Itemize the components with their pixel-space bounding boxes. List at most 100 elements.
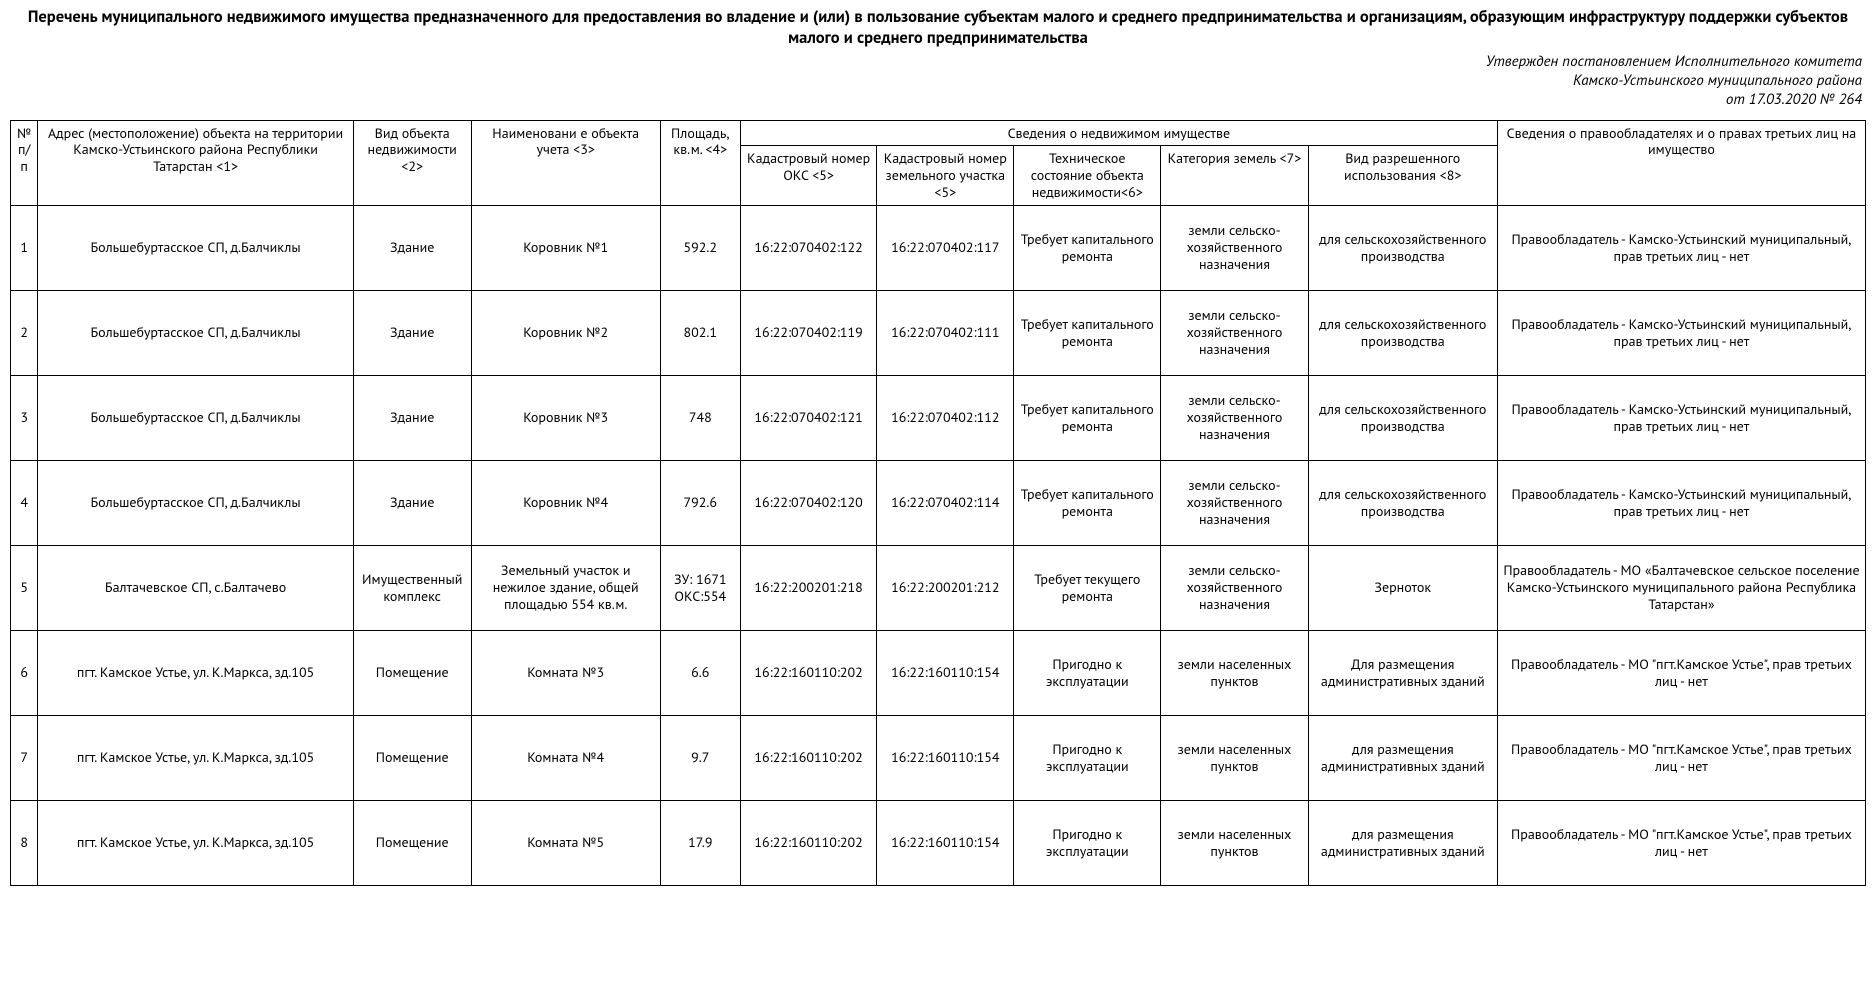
registry-table: № п/п Адрес (местоположение) объекта на … [10, 120, 1866, 886]
cell-cad_oks: 16:22:200201:218 [740, 545, 877, 630]
cell-num: 7 [11, 715, 38, 800]
cell-addr: Балтачевское СП, с.Балтачево [38, 545, 353, 630]
cell-category: земли сельско-хозяйственного назначения [1161, 290, 1308, 375]
col-cad-oks: Кадастровый номер ОКС <5> [740, 146, 877, 205]
cell-owner: Правообладатель - МО "пгт.Камское Устье"… [1497, 630, 1865, 715]
cell-addr: пгт. Камское Устье, ул. К.Маркса, зд.105 [38, 630, 353, 715]
document-page: Перечень муниципального недвижимого имущ… [0, 0, 1876, 906]
cell-category: земли населенных пунктов [1161, 715, 1308, 800]
cell-num: 2 [11, 290, 38, 375]
col-num: № п/п [11, 120, 38, 205]
cell-owner: Правообладатель - Камско-Устьинский муни… [1497, 460, 1865, 545]
cell-cad_land: 16:22:160110:154 [877, 630, 1014, 715]
cell-use: для сельскохозяйственного производства [1308, 375, 1497, 460]
cell-type: Здание [353, 290, 471, 375]
cell-type: Здание [353, 460, 471, 545]
cell-category: земли сельско-хозяйственного назначения [1161, 545, 1308, 630]
col-category: Категория земель <7> [1161, 146, 1308, 205]
cell-condition: Пригодно к эксплуатации [1014, 715, 1161, 800]
cell-type: Помещение [353, 630, 471, 715]
cell-addr: Большебуртасское СП, д.Балчиклы [38, 460, 353, 545]
cell-cad_oks: 16:22:160110:202 [740, 800, 877, 885]
cell-name: Коровник №2 [471, 290, 660, 375]
cell-area: 6.6 [660, 630, 740, 715]
table-row: 5Балтачевское СП, с.БалтачевоИмущественн… [11, 545, 1866, 630]
cell-addr: Большебуртасское СП, д.Балчиклы [38, 375, 353, 460]
cell-owner: Правообладатель - Камско-Устьинский муни… [1497, 290, 1865, 375]
cell-addr: Большебуртасское СП, д.Балчиклы [38, 205, 353, 290]
cell-owner: Правообладатель - МО "пгт.Камское Устье"… [1497, 800, 1865, 885]
cell-cad_land: 16:22:070402:111 [877, 290, 1014, 375]
cell-cad_land: 16:22:070402:112 [877, 375, 1014, 460]
table-row: 8пгт. Камское Устье, ул. К.Маркса, зд.10… [11, 800, 1866, 885]
cell-area: 9.7 [660, 715, 740, 800]
cell-area: 792.6 [660, 460, 740, 545]
col-condition: Техническое состояние объекта недвижимос… [1014, 146, 1161, 205]
cell-name: Коровник №1 [471, 205, 660, 290]
cell-cad_oks: 16:22:160110:202 [740, 715, 877, 800]
cell-use: Для размещения административных зданий [1308, 630, 1497, 715]
cell-area: 592.2 [660, 205, 740, 290]
cell-cad_oks: 16:22:070402:122 [740, 205, 877, 290]
col-realty-group: Сведения о недвижимом имуществе [740, 120, 1497, 146]
table-row: 1Большебуртасское СП, д.БалчиклыЗданиеКо… [11, 205, 1866, 290]
cell-name: Комната №3 [471, 630, 660, 715]
cell-condition: Требует текущего ремонта [1014, 545, 1161, 630]
cell-condition: Требует капитального ремонта [1014, 205, 1161, 290]
cell-condition: Пригодно к эксплуатации [1014, 800, 1161, 885]
cell-num: 6 [11, 630, 38, 715]
cell-name: Комната №5 [471, 800, 660, 885]
col-address: Адрес (местоположение) объекта на террит… [38, 120, 353, 205]
col-area: Площадь, кв.м. <4> [660, 120, 740, 205]
cell-name: Земельный участок и нежилое здание, обще… [471, 545, 660, 630]
cell-area: 802.1 [660, 290, 740, 375]
cell-num: 3 [11, 375, 38, 460]
table-row: 4Большебуртасское СП, д.БалчиклыЗданиеКо… [11, 460, 1866, 545]
cell-cad_land: 16:22:070402:114 [877, 460, 1014, 545]
approval-note: Утвержден постановлением Исполнительного… [10, 53, 1862, 109]
cell-num: 4 [11, 460, 38, 545]
cell-cad_land: 16:22:160110:154 [877, 800, 1014, 885]
cell-cad_land: 16:22:070402:117 [877, 205, 1014, 290]
cell-name: Комната №4 [471, 715, 660, 800]
cell-use: для сельскохозяйственного производства [1308, 460, 1497, 545]
cell-use: для сельскохозяйственного производства [1308, 290, 1497, 375]
cell-use: для размещения административных зданий [1308, 715, 1497, 800]
cell-type: Помещение [353, 800, 471, 885]
cell-type: Здание [353, 375, 471, 460]
col-cad-land: Кадастровый номер земельного участка <5> [877, 146, 1014, 205]
cell-condition: Пригодно к эксплуатации [1014, 630, 1161, 715]
document-title: Перечень муниципального недвижимого имущ… [10, 6, 1866, 47]
cell-area: ЗУ: 1671 ОКС:554 [660, 545, 740, 630]
cell-type: Имущественный комплекс [353, 545, 471, 630]
cell-addr: Большебуртасское СП, д.Балчиклы [38, 290, 353, 375]
table-body: 1Большебуртасское СП, д.БалчиклыЗданиеКо… [11, 205, 1866, 885]
cell-owner: Правообладатель - Камско-Устьинский муни… [1497, 205, 1865, 290]
cell-condition: Требует капитального ремонта [1014, 290, 1161, 375]
cell-category: земли сельско-хозяйственного назначения [1161, 375, 1308, 460]
col-name: Наименовани е объекта учета <3> [471, 120, 660, 205]
cell-type: Помещение [353, 715, 471, 800]
col-use: Вид разрешенного использования <8> [1308, 146, 1497, 205]
cell-use: для сельскохозяйственного производства [1308, 205, 1497, 290]
cell-cad_oks: 16:22:160110:202 [740, 630, 877, 715]
table-row: 2Большебуртасское СП, д.БалчиклыЗданиеКо… [11, 290, 1866, 375]
cell-name: Коровник №3 [471, 375, 660, 460]
cell-use: Зерноток [1308, 545, 1497, 630]
cell-category: земли сельско-хозяйственного назначения [1161, 460, 1308, 545]
cell-category: земли сельско-хозяйственного назначения [1161, 205, 1308, 290]
cell-condition: Требует капитального ремонта [1014, 375, 1161, 460]
cell-addr: пгт. Камское Устье, ул. К.Маркса, зд.105 [38, 715, 353, 800]
cell-category: земли населенных пунктов [1161, 800, 1308, 885]
cell-cad_oks: 16:22:070402:121 [740, 375, 877, 460]
table-row: 7пгт. Камское Устье, ул. К.Маркса, зд.10… [11, 715, 1866, 800]
cell-cad_land: 16:22:200201:212 [877, 545, 1014, 630]
cell-num: 1 [11, 205, 38, 290]
cell-num: 5 [11, 545, 38, 630]
cell-cad_oks: 16:22:070402:119 [740, 290, 877, 375]
cell-cad_land: 16:22:160110:154 [877, 715, 1014, 800]
table-row: 3Большебуртасское СП, д.БалчиклыЗданиеКо… [11, 375, 1866, 460]
cell-condition: Требует капитального ремонта [1014, 460, 1161, 545]
cell-owner: Правообладатель - МО "пгт.Камское Устье"… [1497, 715, 1865, 800]
cell-name: Коровник №4 [471, 460, 660, 545]
